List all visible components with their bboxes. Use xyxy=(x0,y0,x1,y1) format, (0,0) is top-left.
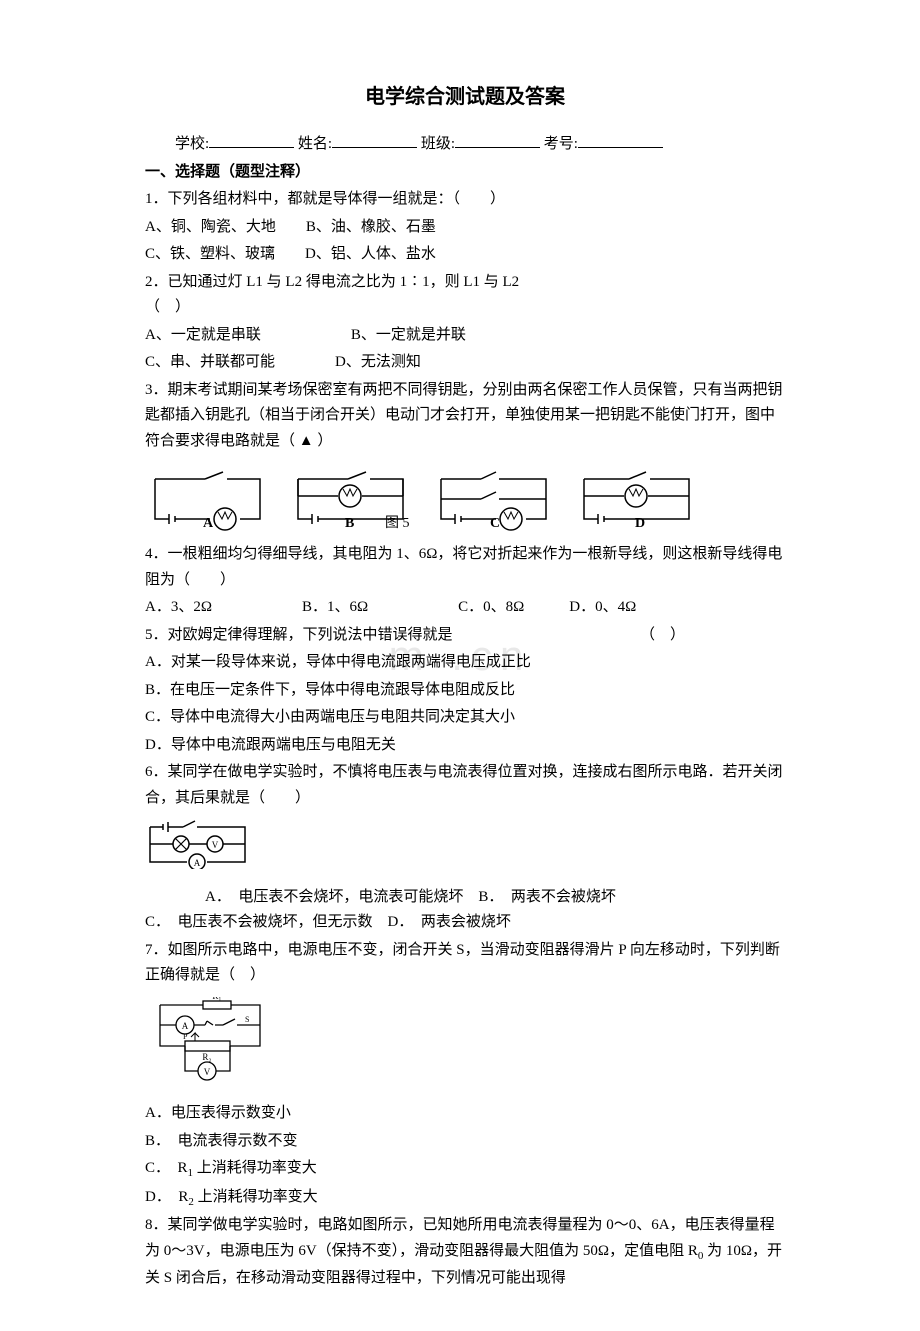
section-heading: 一、选择题（题型注释） xyxy=(145,160,785,186)
svg-text:V: V xyxy=(204,1067,211,1077)
q7-stem: 7．如图所示电路中，电源电压不变，闭合开关 S，当滑动变阻器得滑片 P 向左移动… xyxy=(145,938,785,989)
q7-opt-d: D． R2 上消耗得功率变大 xyxy=(145,1185,785,1212)
class-blank xyxy=(455,133,540,148)
fig-c-label: C xyxy=(490,512,500,536)
q2-stem2: （ ） xyxy=(145,295,785,321)
svg-text:A: A xyxy=(182,1021,189,1031)
svg-text:S: S xyxy=(245,1015,249,1024)
q2-opts-cd: C、串、并联都可能 D、无法测知 xyxy=(145,350,785,376)
q6-circuit: V A xyxy=(145,817,250,869)
q8-stem: 8．某同学做电学实验时，电路如图所示，已知她所用电流表得量程为 0～0、6A，电… xyxy=(145,1213,785,1291)
q7-opt-b: B． 电流表得示数不变 xyxy=(145,1129,785,1155)
q2-stem: 2．已知通过灯 L1 与 L2 得电流之比为 1∶1，则 L1 与 L2 xyxy=(145,270,785,296)
q5-opt-a: A．对某一段导体来说，导体中得电流跟两端得电压成正比 xyxy=(145,650,785,676)
q6-opts-ab: A． 电压表不会烧坏，电流表可能烧坏 B． 两表不会被烧坏 xyxy=(145,885,785,911)
svg-text:P: P xyxy=(183,1032,188,1041)
fig-b-label: B xyxy=(345,512,354,536)
school-blank xyxy=(209,133,294,148)
q1-opts-ab: A、铜、陶瓷、大地 B、油、橡胶、石墨 xyxy=(145,215,785,241)
svg-text:R₁: R₁ xyxy=(212,997,221,1001)
class-label: 班级: xyxy=(421,136,455,152)
q1-stem: 1．下列各组材料中，都就是导体得一组就是：（ ） xyxy=(145,187,785,213)
fig-caption: 图 5 xyxy=(385,512,410,536)
name-label: 姓名: xyxy=(298,136,332,152)
name-blank xyxy=(332,133,417,148)
fig-d-label: D xyxy=(635,512,645,536)
exam-no-label: 考号: xyxy=(544,136,578,152)
q4-stem: 4．一根粗细均匀得细导线，其电阻为 1、6Ω，将它对折起来作为一根新导线，则这根… xyxy=(145,542,785,593)
svg-text:R₂: R₂ xyxy=(202,1052,211,1062)
exam-no-blank xyxy=(578,133,663,148)
q7-opt-a: A．电压表得示数变小 xyxy=(145,1101,785,1127)
page-title: 电学综合测试题及答案 xyxy=(145,80,785,114)
q4-options: A．3、2Ω B．1、6Ω C．0、8Ω D．0、4Ω xyxy=(145,595,785,621)
q3-stem: 3．期末考试期间某考场保密室有两把不同得钥匙，分别由两名保密工作人员保管，只有当… xyxy=(145,378,785,455)
q5-opt-b: B．在电压一定条件下，导体中得电流跟导体电阻成反比 xyxy=(145,678,785,704)
fig-a-label: A xyxy=(203,512,213,536)
q1-opts-cd: C、铁、塑料、玻璃 D、铝、人体、盐水 xyxy=(145,242,785,268)
q5-opt-d: D．导体中电流跟两端电压与电阻无关 xyxy=(145,733,785,759)
q3-circuit-row: A B 图 5 C D xyxy=(145,464,785,534)
q7-opt-c: C． R1 上消耗得功率变大 xyxy=(145,1156,785,1183)
school-label: 学校: xyxy=(175,136,209,152)
q6-opts-cd: C． 电压表不会被烧坏，但无示数 D． 两表会被烧坏 xyxy=(145,910,785,936)
q5-stem: 5．对欧姆定律得理解，下列说法中错误得就是 （ ） xyxy=(145,623,785,649)
student-info-line: 学校: 姓名: 班级: 考号: xyxy=(145,132,785,158)
q7-circuit: R₁ A S P R₂ V xyxy=(145,997,275,1082)
q5-opt-c: C．导体中电流得大小由两端电压与电阻共同决定其大小 xyxy=(145,705,785,731)
svg-text:V: V xyxy=(212,840,219,850)
q2-opts-ab: A、一定就是串联 B、一定就是并联 xyxy=(145,323,785,349)
q6-stem: 6．某同学在做电学实验时，不慎将电压表与电流表得位置对换，连接成右图所示电路．若… xyxy=(145,760,785,811)
svg-text:A: A xyxy=(194,858,201,868)
